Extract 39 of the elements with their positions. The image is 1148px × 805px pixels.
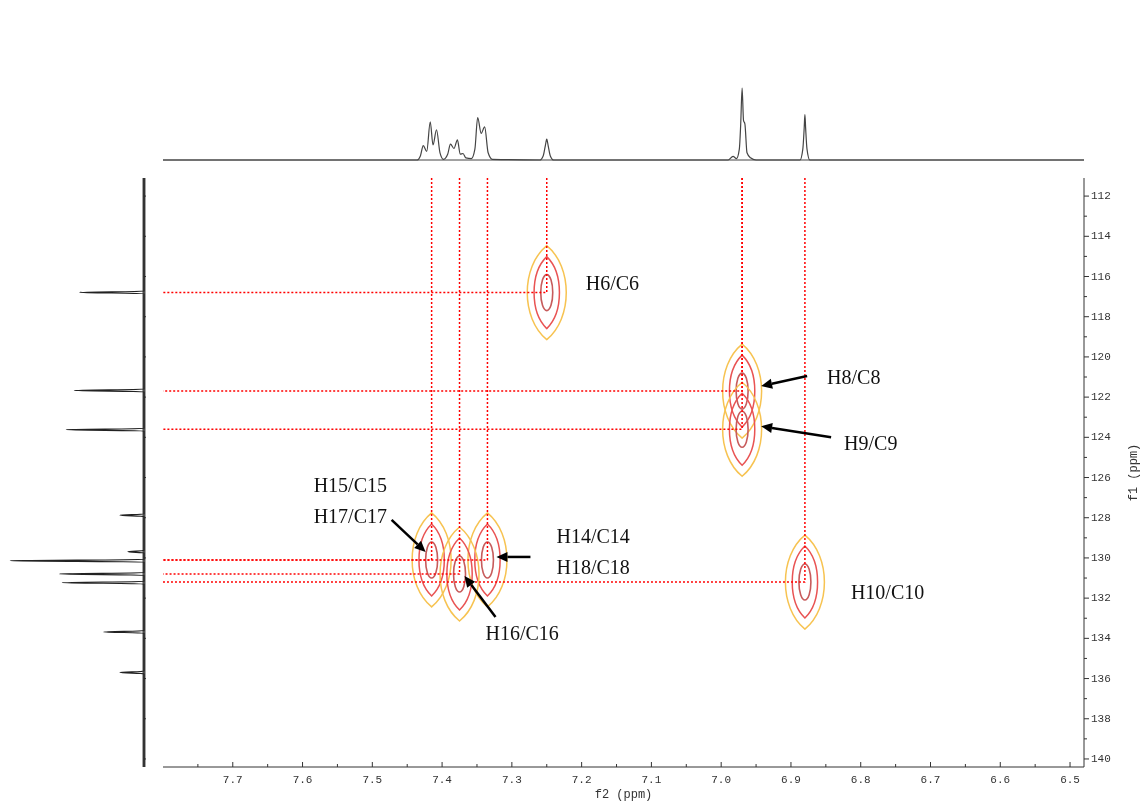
x-tick-label: 6.6 (990, 774, 1011, 786)
y-tick-label: 124 (1091, 431, 1112, 444)
annotation: H15/C15 (313, 473, 387, 496)
annotation: H9/C9 (844, 432, 898, 455)
y-tick-label: 120 (1091, 350, 1111, 363)
y-tick-label: 116 (1091, 270, 1111, 283)
x-tick-label: 7.7 (222, 774, 243, 786)
x-tick-label: 6.8 (850, 774, 871, 786)
y-tick-label: 130 (1091, 551, 1111, 564)
y-tick-label: 112 (1091, 190, 1111, 203)
y-tick-label: 132 (1091, 592, 1111, 605)
y-axis-title: f1 (ppm) (1127, 443, 1141, 502)
annotation: H10/C10 (850, 581, 925, 604)
y-tick-label: 122 (1091, 391, 1111, 404)
x-tick-label: 6.5 (1060, 774, 1080, 786)
x-tick-label: 7.0 (711, 774, 732, 786)
y-tick-label: 126 (1091, 471, 1111, 484)
x-tick-label: 7.2 (571, 774, 592, 786)
annotation: H18/C18 (556, 555, 630, 578)
annotation: H14/C14 (556, 524, 630, 547)
x-tick-label: 6.7 (920, 774, 941, 786)
y-tick-label: 114 (1091, 230, 1112, 243)
annotation: H16/C16 (485, 622, 559, 645)
x-tick-label: 7.6 (292, 774, 313, 786)
x-tick-label: 7.4 (432, 774, 453, 786)
x-tick-label: 7.3 (501, 774, 522, 786)
x-tick-label: 6.9 (781, 774, 801, 786)
y-tick-label: 128 (1091, 511, 1111, 524)
x-axis-title: f2 (ppm) (594, 788, 653, 802)
y-tick-label: 136 (1091, 672, 1111, 685)
y-tick-label: 140 (1091, 752, 1111, 765)
y-tick-label: 138 (1091, 712, 1111, 725)
annotation: H6/C6 (585, 271, 640, 294)
x-tick-label: 7.1 (641, 774, 662, 786)
y-tick-label: 118 (1091, 310, 1111, 323)
annotation: H8/C8 (827, 366, 881, 389)
x-tick-label: 7.5 (362, 774, 383, 786)
y-tick-label: 134 (1091, 632, 1112, 645)
annotation: H17/C17 (313, 504, 387, 527)
